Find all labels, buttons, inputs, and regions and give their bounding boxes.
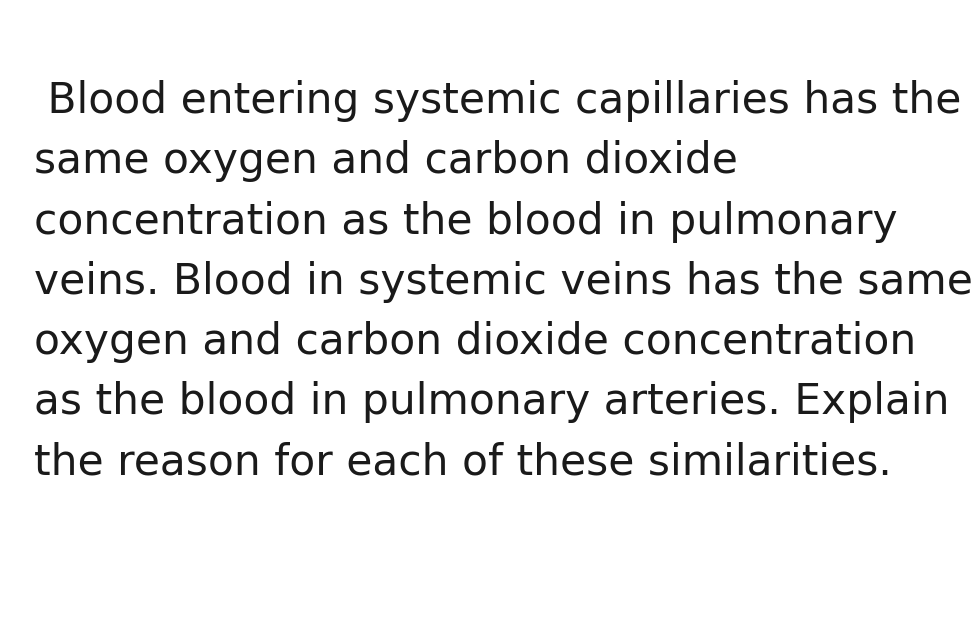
- Text: Blood entering systemic capillaries has the
same oxygen and carbon dioxide
conce: Blood entering systemic capillaries has …: [34, 80, 972, 483]
